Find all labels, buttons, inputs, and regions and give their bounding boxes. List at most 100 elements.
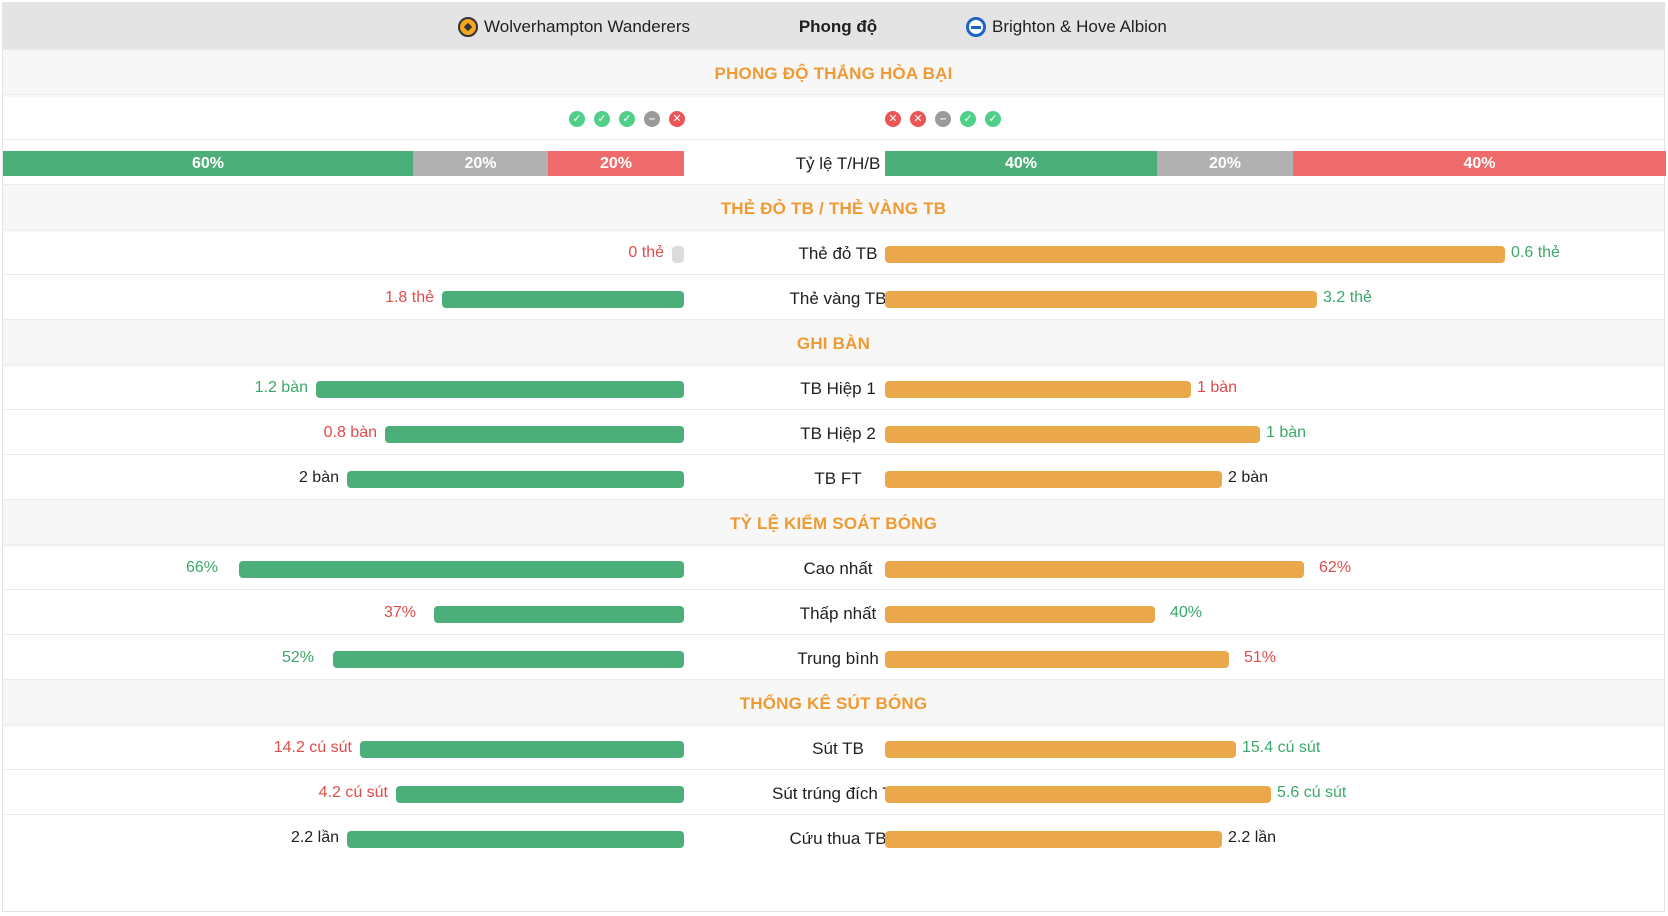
home-second-half-bar bbox=[385, 426, 684, 443]
away-form-loss-icon: ✕ bbox=[910, 111, 926, 127]
away-loss-segment: 40% bbox=[1293, 151, 1666, 176]
comparison-header: Wolverhampton Wanderers Phong độ Brighto… bbox=[3, 3, 1664, 49]
home-saves-value: 2.2 lần bbox=[290, 829, 339, 846]
stat-row-possession-min: 37% Thấp nhất 40% bbox=[3, 589, 1664, 637]
shots-on-target-label: Sút trúng đích TB bbox=[772, 784, 904, 803]
home-possession-min-value: 37% bbox=[383, 604, 416, 621]
stat-row-full-time: 2 bàn TB FT 2 bàn bbox=[3, 454, 1664, 502]
section-title-form: PHONG ĐỘ THẮNG HÒA BẠI bbox=[714, 64, 953, 83]
stat-row-first-half: 1.2 bàn TB Hiệp 1 1 bàn bbox=[3, 364, 1664, 412]
possession-avg-label: Trung bình bbox=[797, 649, 879, 668]
home-form-win-icon: ✓ bbox=[619, 111, 635, 127]
section-cards: THẺ ĐỎ TB / THẺ VÀNG TB bbox=[3, 184, 1664, 232]
away-red-card-value: 0.6 thẻ bbox=[1511, 244, 1560, 261]
away-second-half-value: 1 bàn bbox=[1266, 424, 1307, 441]
section-form: PHONG ĐỘ THẮNG HÒA BẠI bbox=[3, 49, 1664, 97]
home-shots-on-target-value: 4.2 cú sút bbox=[318, 784, 388, 801]
stat-row-shots-on-target: 4.2 cú sút Sút trúng đích TB 5.6 cú sút bbox=[3, 769, 1664, 817]
home-team-name: Wolverhampton Wanderers bbox=[484, 17, 690, 36]
home-team[interactable]: Wolverhampton Wanderers bbox=[458, 17, 690, 37]
section-title-goals: GHI BÀN bbox=[796, 334, 871, 353]
wolves-crest-icon bbox=[458, 17, 478, 37]
home-loss-segment: 20% bbox=[548, 151, 684, 176]
form-icons-row: ✓ ✓ ✓ – ✕ ✕ ✕ – ✓ ✓ bbox=[3, 94, 1664, 142]
away-possession-min-value: 40% bbox=[1170, 604, 1203, 621]
home-shots-bar bbox=[360, 741, 684, 758]
away-form-loss-icon: ✕ bbox=[885, 111, 901, 127]
home-possession-max-bar bbox=[239, 561, 684, 578]
possession-max-label: Cao nhất bbox=[803, 559, 873, 578]
stat-row-possession-avg: 52% Trung bình 51% bbox=[3, 634, 1664, 682]
home-possession-min-bar bbox=[434, 606, 684, 623]
home-shots-on-target-bar bbox=[396, 786, 684, 803]
home-possession-avg-value: 52% bbox=[281, 649, 314, 666]
away-possession-avg-value: 51% bbox=[1244, 649, 1277, 666]
section-possession: TỶ LỆ KIỂM SOÁT BÓNG bbox=[3, 499, 1664, 547]
saves-label: Cứu thua TB bbox=[789, 829, 887, 848]
home-red-card-value: 0 thẻ bbox=[628, 244, 664, 261]
away-possession-max-bar bbox=[885, 561, 1304, 578]
away-shots-on-target-value: 5.6 cú sút bbox=[1277, 784, 1347, 801]
away-yellow-card-value: 3.2 thẻ bbox=[1323, 289, 1372, 306]
away-draw-segment: 20% bbox=[1157, 151, 1293, 176]
away-saves-bar bbox=[885, 831, 1222, 848]
header-title: Phong độ bbox=[798, 17, 878, 36]
section-title-possession: TỶ LỆ KIỂM SOÁT BÓNG bbox=[729, 514, 938, 533]
section-title-cards: THẺ ĐỎ TB / THẺ VÀNG TB bbox=[720, 199, 947, 218]
away-form-draw-icon: – bbox=[935, 111, 951, 127]
full-time-label: TB FT bbox=[814, 469, 862, 488]
home-win-segment: 60% bbox=[3, 151, 413, 176]
home-yellow-card-bar bbox=[442, 291, 684, 308]
stat-row-shots: 14.2 cú sút Sút TB 15.4 cú sút bbox=[3, 724, 1664, 772]
away-yellow-card-bar bbox=[885, 291, 1317, 308]
stat-row-red-cards: 0 thẻ Thẻ đỏ TB 0.6 thẻ bbox=[3, 229, 1664, 277]
home-first-half-value: 1.2 bàn bbox=[254, 379, 308, 396]
away-form-win-icon: ✓ bbox=[985, 111, 1001, 127]
away-possession-avg-bar bbox=[885, 651, 1229, 668]
away-first-half-value: 1 bàn bbox=[1197, 379, 1238, 396]
second-half-label: TB Hiệp 2 bbox=[800, 424, 876, 443]
whl-label: Tỷ lệ T/H/B bbox=[795, 154, 881, 173]
home-second-half-value: 0.8 bàn bbox=[323, 424, 377, 441]
stat-row-possession-max: 66% Cao nhất 62% bbox=[3, 544, 1664, 592]
home-form-win-icon: ✓ bbox=[569, 111, 585, 127]
section-title-shots: THỐNG KÊ SÚT BÓNG bbox=[739, 694, 928, 713]
home-form-win-icon: ✓ bbox=[594, 111, 610, 127]
home-yellow-card-value: 1.8 thẻ bbox=[385, 289, 434, 306]
home-possession-avg-bar bbox=[333, 651, 684, 668]
away-shots-on-target-bar bbox=[885, 786, 1271, 803]
section-goals: GHI BÀN bbox=[3, 319, 1664, 367]
away-win-segment: 40% bbox=[885, 151, 1157, 176]
home-draw-segment: 20% bbox=[413, 151, 548, 176]
home-form-draw-icon: – bbox=[644, 111, 660, 127]
away-team[interactable]: Brighton & Hove Albion bbox=[966, 17, 1167, 37]
home-full-time-bar bbox=[347, 471, 684, 488]
home-red-card-bar bbox=[672, 246, 684, 263]
yellow-card-label: Thẻ vàng TB bbox=[789, 289, 887, 308]
possession-min-label: Thấp nhất bbox=[799, 604, 877, 623]
shots-label: Sút TB bbox=[812, 739, 864, 758]
away-first-half-bar bbox=[885, 381, 1191, 398]
away-team-name: Brighton & Hove Albion bbox=[992, 17, 1167, 36]
home-saves-bar bbox=[347, 831, 684, 848]
stat-row-saves: 2.2 lần Cứu thua TB 2.2 lần bbox=[3, 814, 1664, 862]
home-shots-value: 14.2 cú sút bbox=[273, 739, 352, 756]
red-card-label: Thẻ đỏ TB bbox=[798, 244, 878, 263]
section-shots: THỐNG KÊ SÚT BÓNG bbox=[3, 679, 1664, 727]
away-saves-value: 2.2 lần bbox=[1228, 829, 1277, 846]
brighton-crest-icon bbox=[966, 17, 986, 37]
stat-row-yellow-cards: 1.8 thẻ Thẻ vàng TB 3.2 thẻ bbox=[3, 274, 1664, 322]
home-full-time-value: 2 bàn bbox=[298, 469, 339, 486]
away-full-time-bar bbox=[885, 471, 1222, 488]
away-second-half-bar bbox=[885, 426, 1260, 443]
home-possession-max-value: 66% bbox=[185, 559, 218, 576]
away-shots-bar bbox=[885, 741, 1236, 758]
stat-row-second-half: 0.8 bàn TB Hiệp 2 1 bàn bbox=[3, 409, 1664, 457]
away-shots-value: 15.4 cú sút bbox=[1242, 739, 1321, 756]
home-first-half-bar bbox=[316, 381, 684, 398]
home-form-loss-icon: ✕ bbox=[669, 111, 685, 127]
away-red-card-bar bbox=[885, 246, 1505, 263]
whl-ratio-row: 60% 20% 20% Tỷ lệ T/H/B 40% 20% 40% bbox=[3, 139, 1666, 187]
away-possession-min-bar bbox=[885, 606, 1155, 623]
